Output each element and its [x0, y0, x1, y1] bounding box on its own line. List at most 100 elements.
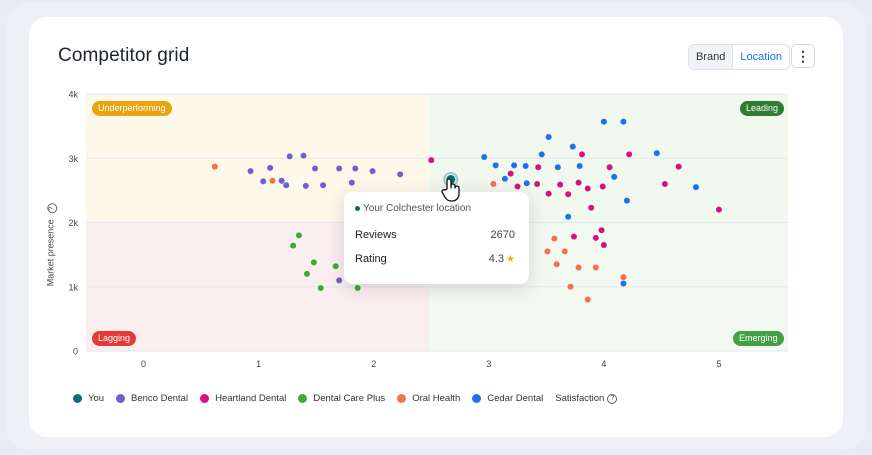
data-point — [501, 175, 508, 182]
legend-item-dental-care-plus[interactable]: Dental Care Plus — [298, 393, 385, 404]
tooltip-dot-icon — [355, 205, 360, 211]
data-point — [260, 178, 267, 185]
quadrant-badge-leading: Leading — [740, 101, 785, 116]
data-point — [553, 261, 560, 268]
data-point — [557, 181, 564, 188]
data-point — [653, 150, 660, 157]
competitor-grid-card: Competitor grid Brand Location ⋮ 0 1k 2k 3k… — [29, 17, 843, 437]
data-point — [576, 162, 583, 169]
data-point — [715, 206, 722, 213]
view-toggle: Brand Location — [688, 44, 790, 70]
legend-item-cedar-dental[interactable]: Cedar Dental — [472, 393, 543, 404]
x-tick-label: 1 — [256, 359, 261, 369]
legend-label: Cedar Dental — [487, 393, 544, 404]
legend-swatch — [298, 394, 308, 403]
x-axis-label: Satisfaction? — [555, 393, 618, 404]
legend-label: You — [88, 393, 105, 404]
y-axis-help-icon[interactable]: ? — [47, 203, 58, 214]
data-point — [481, 153, 488, 160]
y-tick-label: 1k — [68, 282, 78, 292]
data-point — [569, 143, 576, 150]
data-point — [570, 233, 577, 240]
data-point — [310, 259, 317, 266]
x-axis-help-icon[interactable]: ? — [607, 393, 618, 404]
data-point — [623, 197, 630, 204]
data-point — [675, 163, 682, 170]
data-point — [551, 235, 558, 242]
y-tick-label: 0 — [73, 347, 78, 357]
data-point — [567, 283, 574, 290]
tooltip-title-text: Your Colchester location — [363, 203, 472, 214]
data-point — [565, 213, 572, 220]
tooltip-row-value: 2670 — [490, 229, 515, 241]
y-tick-label: 3k — [68, 154, 78, 164]
toggle-brand[interactable]: Brand — [696, 51, 726, 63]
legend-swatch — [73, 394, 82, 403]
data-point — [611, 173, 618, 180]
y-tick-label: 2k — [68, 218, 78, 228]
data-point — [579, 151, 586, 158]
data-point — [600, 241, 607, 248]
legend-item-oral-health[interactable]: Oral Health — [397, 393, 460, 404]
data-point — [511, 162, 518, 169]
data-point — [514, 183, 521, 190]
toggle-location[interactable]: Location — [732, 45, 789, 69]
data-point — [620, 118, 627, 125]
data-point — [369, 168, 376, 175]
tooltip-row-rating: Rating 4.3 ★ — [355, 253, 515, 265]
legend-item-you[interactable]: You — [73, 393, 104, 404]
chart-legend: You Benco Dental Heartland Dental Dental… — [73, 393, 629, 404]
data-point — [312, 165, 319, 172]
page-title: Competitor grid — [58, 45, 190, 66]
data-point — [592, 264, 599, 271]
legend-item-heartland-dental[interactable]: Heartland Dental — [200, 393, 286, 404]
data-point — [302, 182, 309, 189]
star-icon: ★ — [506, 254, 515, 265]
data-point — [592, 234, 599, 241]
data-point — [545, 134, 552, 141]
data-point — [336, 277, 343, 284]
data-point — [278, 177, 285, 184]
data-point — [336, 165, 343, 172]
tooltip-row-label: Rating — [355, 253, 387, 265]
tooltip-row-value: 4.3 ★ — [489, 253, 515, 265]
legend-label: Heartland Dental — [215, 393, 287, 404]
data-point — [561, 248, 568, 255]
tooltip-title: Your Colchester location — [355, 203, 471, 214]
x-tick-label: 3 — [486, 359, 491, 369]
data-point — [598, 227, 605, 234]
data-point — [565, 191, 572, 198]
data-point — [620, 280, 627, 287]
x-tick-label: 4 — [601, 359, 606, 369]
data-point — [507, 170, 514, 177]
legend-label: Benco Dental — [131, 393, 189, 404]
data-point — [534, 180, 541, 187]
data-point — [492, 162, 499, 169]
x-tick-label: 0 — [141, 359, 146, 369]
data-point — [599, 183, 606, 190]
y-axis-label-text: Market presence — [45, 219, 56, 287]
data-point — [523, 180, 530, 187]
tooltip-row-reviews: Reviews 2670 — [355, 229, 515, 241]
data-point — [300, 152, 307, 159]
data-point — [283, 182, 290, 189]
legend-swatch — [472, 394, 482, 403]
data-point — [267, 164, 274, 171]
legend-swatch — [116, 394, 126, 403]
data-point — [247, 168, 254, 175]
data-point — [584, 296, 591, 303]
more-options-button[interactable]: ⋮ — [791, 44, 815, 68]
tooltip-row-label: Reviews — [355, 229, 397, 241]
data-point — [332, 263, 339, 270]
data-point — [692, 184, 699, 191]
data-point — [584, 185, 591, 192]
legend-item-benco-dental[interactable]: Benco Dental — [116, 393, 188, 404]
data-point — [575, 264, 582, 271]
data-point — [348, 179, 355, 186]
data-point — [211, 163, 218, 170]
data-point — [320, 182, 327, 189]
legend-swatch — [200, 394, 210, 403]
data-point — [269, 177, 276, 184]
data-point — [661, 180, 668, 187]
x-tick-label: 5 — [716, 359, 721, 369]
